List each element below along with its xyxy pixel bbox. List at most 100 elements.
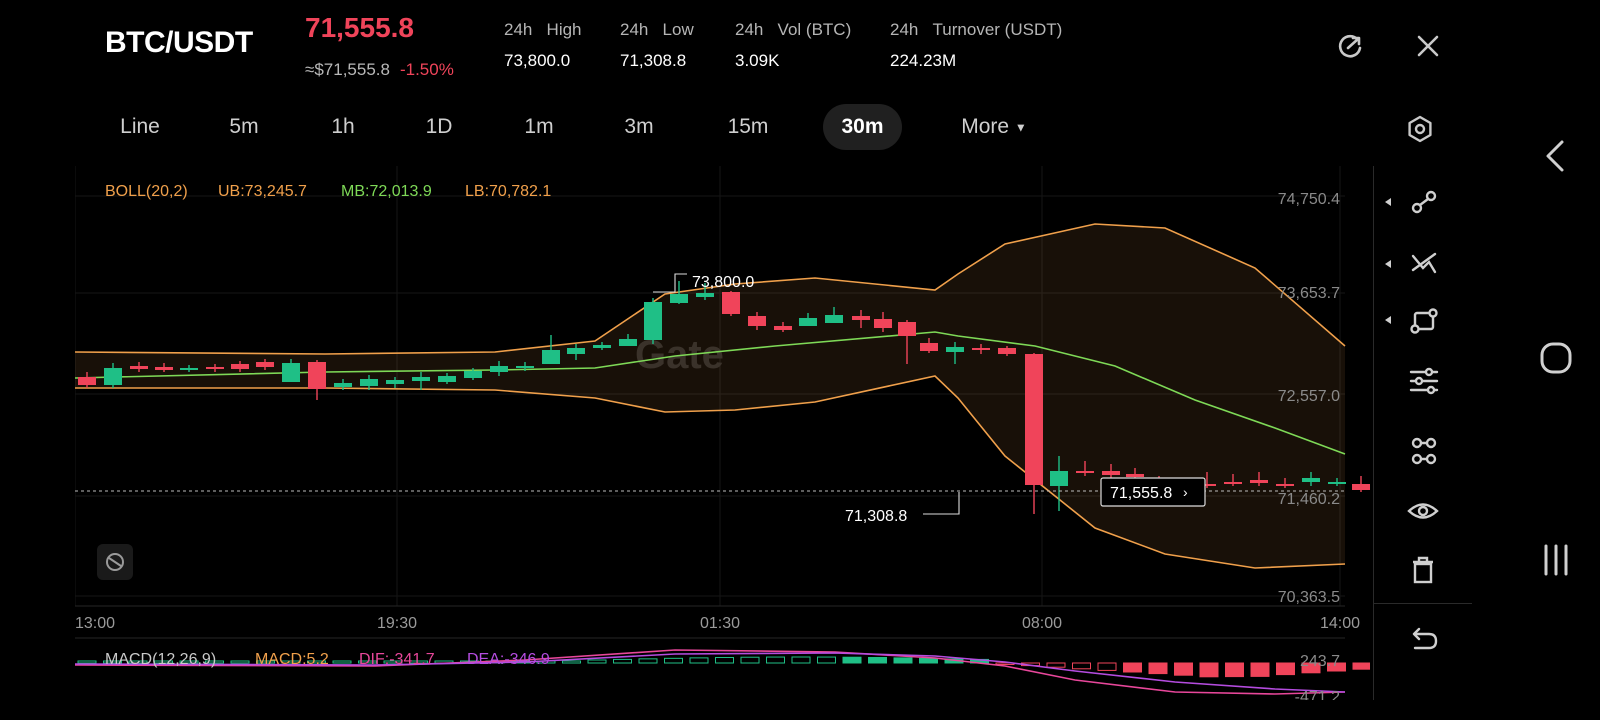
tab-more-label: More [961, 115, 1010, 138]
macd-bar [1327, 662, 1346, 672]
chevron-right-icon: › [1183, 484, 1188, 500]
candle-body [619, 339, 637, 346]
macd-bar [358, 660, 377, 664]
refresh-icon[interactable] [1334, 30, 1366, 62]
candle-body [155, 367, 173, 370]
candle-body [360, 379, 378, 386]
candle-body [1224, 482, 1242, 484]
candle-body [1102, 471, 1120, 475]
multi-line-tool-button[interactable] [1373, 242, 1472, 288]
macd-bar [307, 660, 326, 664]
line-tool-icon [1411, 190, 1437, 214]
tab-1m[interactable]: 1m [524, 115, 554, 138]
macd-bar [1301, 662, 1321, 674]
tab-line[interactable]: Line [120, 115, 160, 138]
pair-title[interactable]: BTC/USDT [105, 26, 253, 59]
x-tick: 19:30 [377, 615, 417, 632]
boll-band-fill [75, 224, 1345, 568]
macd-bar [638, 658, 658, 664]
low-label: 71,308.8 [845, 508, 907, 525]
multi-line-icon [1411, 252, 1437, 274]
boll-lower-line [75, 375, 1346, 569]
candle-body [231, 364, 249, 369]
candle-body [1076, 471, 1094, 473]
price-chart[interactable]: Gate 71,555.8 › 73,800.0 71,308.8 74,750… [75, 166, 1370, 700]
home-icon[interactable] [1536, 338, 1576, 378]
y-tick: 73,653.7 [1278, 285, 1340, 302]
macd-bar [77, 660, 97, 664]
tab-1h[interactable]: 1h [331, 115, 355, 138]
macd-dea: DEA:-346.9 [467, 651, 550, 668]
candle-body [256, 362, 274, 367]
macd-axis-top: 243.7 [1300, 653, 1340, 670]
stat-period: 24h [620, 20, 649, 39]
macd-bar [1250, 662, 1270, 677]
shape-tool-button[interactable] [1373, 298, 1472, 344]
macd-bar [766, 656, 785, 664]
indicator-button[interactable] [1373, 358, 1472, 404]
candle-body [334, 383, 352, 387]
candle-body [593, 345, 611, 348]
stat-turnover: 24h Turnover (USDT) 224.23M [890, 20, 1062, 71]
tab-30m[interactable]: 30m [823, 104, 902, 150]
macd-bar [1072, 662, 1091, 670]
macd-bar [154, 660, 173, 664]
recents-icon[interactable] [1536, 540, 1576, 580]
last-price-tag[interactable] [1100, 477, 1206, 507]
tab-15m[interactable]: 15m [727, 115, 769, 138]
macd-bar [383, 660, 403, 664]
tab-5m[interactable]: 5m [229, 115, 259, 138]
expand-caret-icon [1385, 198, 1391, 206]
price-sub: ≈$71,555.8 -1.50% [305, 60, 454, 80]
macd-bar [587, 659, 607, 664]
candle-body [874, 319, 892, 328]
stat-vol: 24h Vol (BTC) 3.09K [735, 20, 851, 71]
undo-button[interactable] [1373, 616, 1472, 662]
candle-body [920, 343, 938, 351]
candlesticks [78, 281, 1370, 514]
settings-icon[interactable] [1405, 114, 1435, 144]
candle-body [438, 376, 456, 382]
undo-icon [1412, 627, 1438, 650]
boll-lb: LB:70,782.1 [465, 183, 551, 200]
macd-bar [409, 660, 428, 664]
y-tick: 70,363.5 [1278, 589, 1340, 606]
visibility-icon [1407, 503, 1439, 519]
candle-body [1352, 484, 1370, 490]
tab-3m[interactable]: 3m [624, 115, 654, 138]
macd-bar [791, 656, 811, 664]
change-percent: -1.50% [399, 60, 454, 79]
macd-dea-line [75, 652, 1346, 693]
visibility-button[interactable] [1373, 488, 1472, 534]
stat-value: 3.09K [735, 51, 780, 70]
candle-body [946, 347, 964, 352]
macd-bar [1276, 662, 1295, 676]
macd-bar [205, 660, 224, 664]
close-icon[interactable] [1412, 30, 1444, 62]
candle-body [825, 315, 843, 323]
macd-bar [1123, 662, 1142, 673]
tab-more[interactable]: More ▼ [944, 104, 1044, 150]
layers-button[interactable] [1373, 428, 1472, 474]
delete-button[interactable] [1373, 548, 1472, 594]
candle-body [567, 348, 585, 354]
candle-body [104, 368, 122, 385]
macd-label: MACD(12,26,9) [105, 651, 216, 668]
candle-body [516, 366, 534, 368]
macd-bar [740, 656, 760, 664]
macd-value: MACD:5.2 [255, 651, 329, 668]
y-tick: 71,460.2 [1278, 491, 1340, 508]
chart-mode-button[interactable] [97, 544, 133, 580]
x-tick: 14:00 [1320, 615, 1360, 632]
grid [75, 166, 1345, 639]
candle-body [308, 362, 326, 389]
macd-bar [1352, 662, 1370, 670]
line-tool-button[interactable] [1373, 180, 1472, 226]
drawing-toolbar [1373, 166, 1472, 700]
stat-label: Low [662, 20, 694, 39]
candle-body [898, 322, 916, 336]
macd-axis-bottom: -471.2 [1295, 689, 1340, 700]
tab-1d[interactable]: 1D [425, 115, 453, 138]
candle-body [464, 371, 482, 378]
back-icon[interactable] [1536, 136, 1576, 176]
